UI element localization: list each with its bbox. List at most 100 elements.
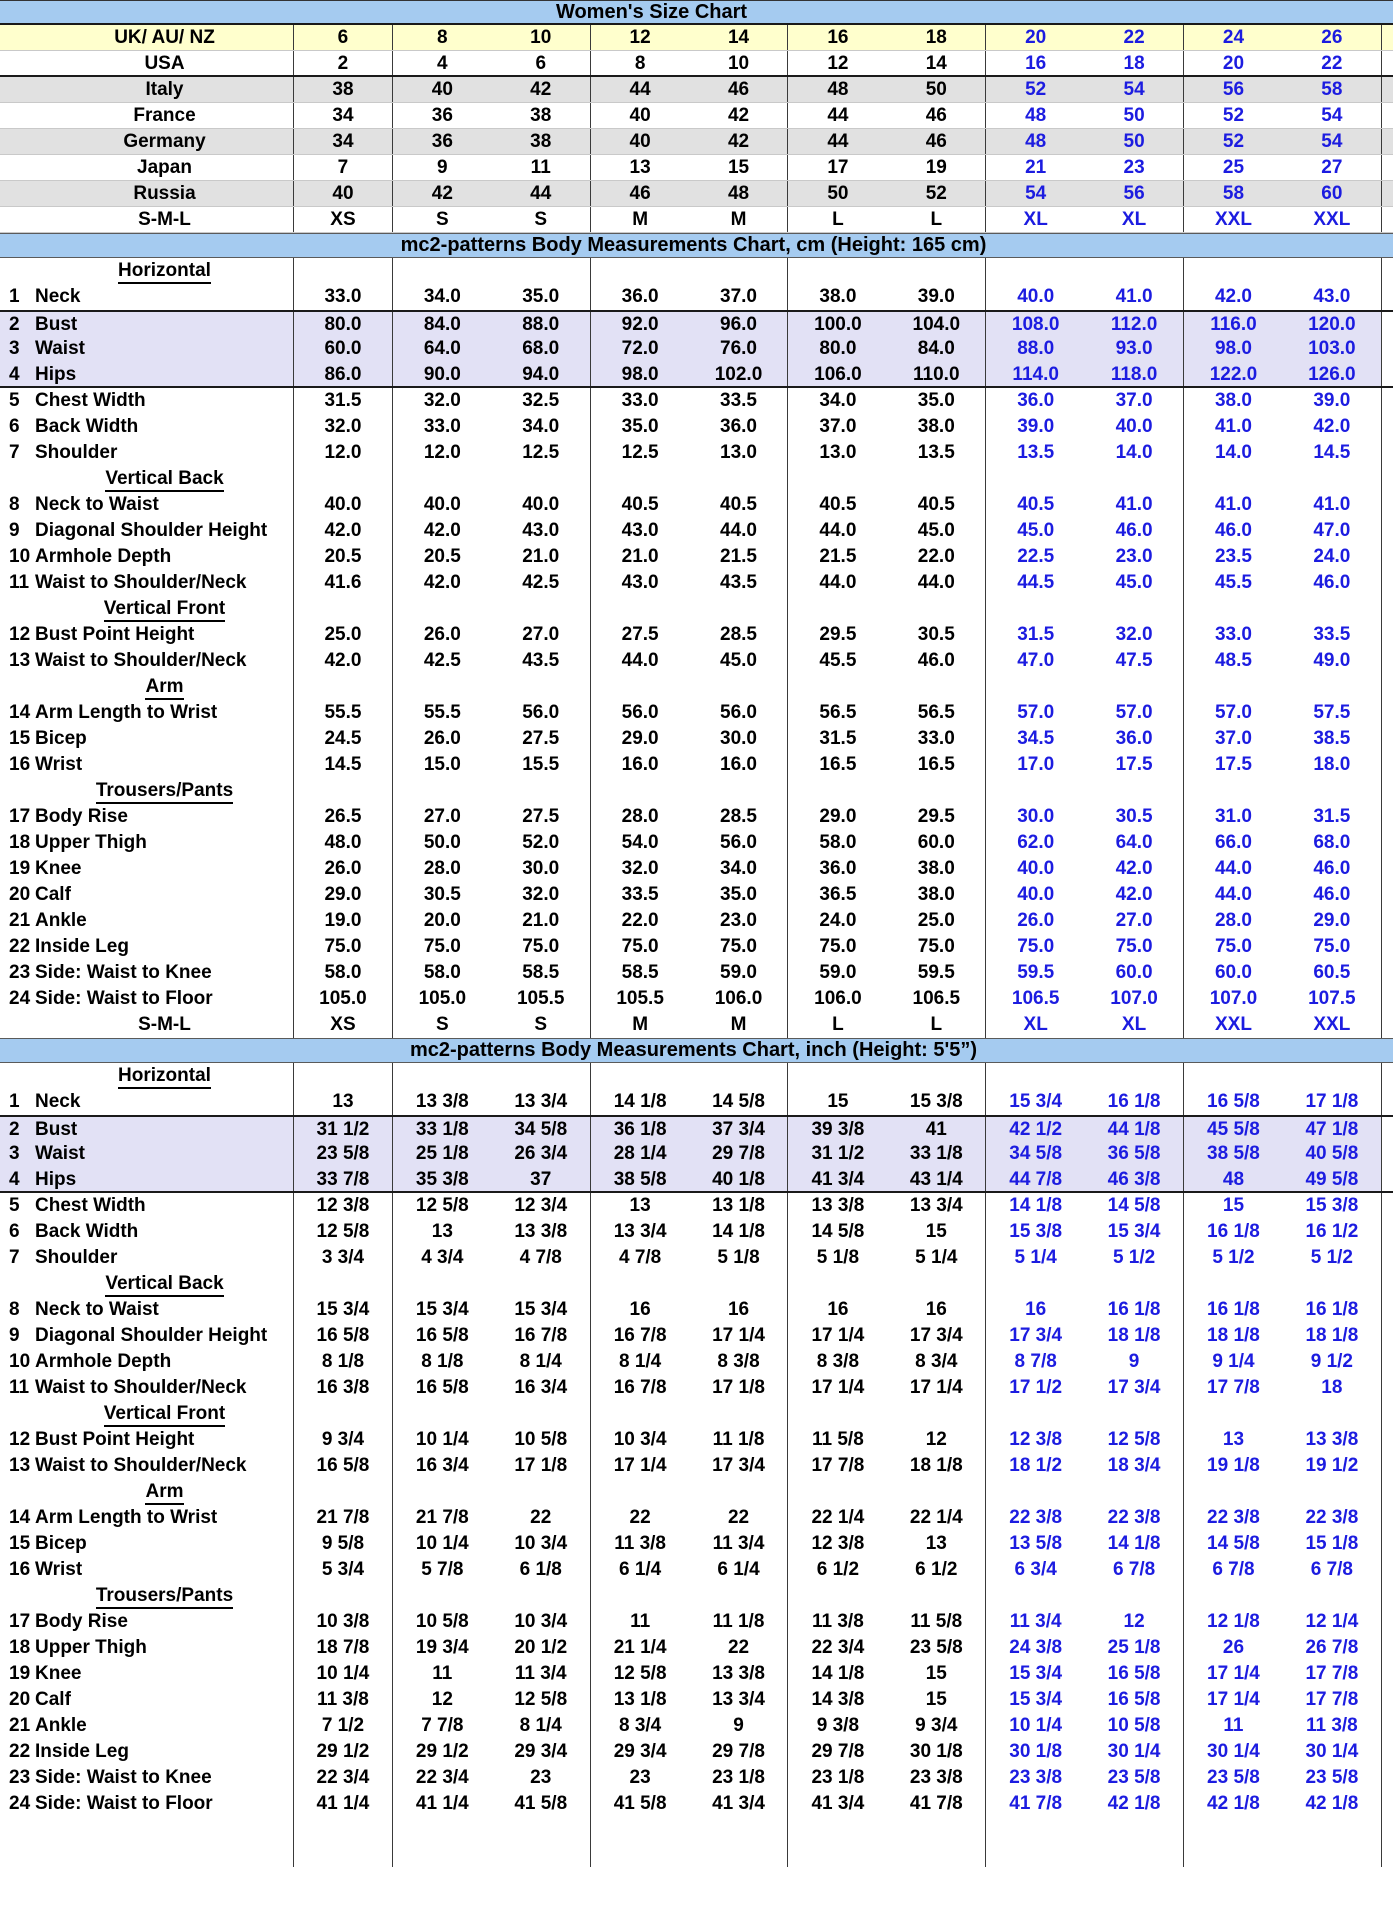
value-cell: 54	[1283, 103, 1382, 128]
label-cell: Vertical Back	[0, 1271, 294, 1297]
value-cell: 27	[1283, 155, 1382, 180]
value-cell: 58.5	[621, 962, 659, 983]
value-cell: 13 3/4	[613, 1221, 667, 1242]
value-cell: 58	[1283, 77, 1382, 102]
value-cell: 24	[1222, 27, 1245, 48]
value-cell: 14	[690, 25, 789, 50]
value-cell: 12 1/4	[1283, 1609, 1382, 1635]
value-cell: 27.5	[492, 804, 591, 830]
value-cell: 41 1/4	[415, 1793, 469, 1814]
value-cell: 37 3/4	[689, 1117, 789, 1141]
value-cell	[986, 466, 1085, 492]
measure-row-24-side-waist-to-floor: 24 Side: Waist to Floor 105.0 105.0 105.5 105…	[0, 986, 1393, 1012]
value-cell: 26 3/4	[491, 1141, 591, 1167]
value-cell: 5 1/2	[1212, 1247, 1255, 1268]
row-number: 18	[9, 1637, 31, 1658]
value-cell: 103.0	[1282, 336, 1382, 362]
value-cell: 21 7/8	[294, 1505, 393, 1531]
value-cell	[294, 1063, 393, 1089]
value-cell: 30 1/4	[1207, 1741, 1260, 1762]
row-label: Ankle	[35, 910, 87, 931]
value-cell: 21 7/8	[415, 1507, 469, 1528]
row-number: 10	[9, 1351, 31, 1372]
label-cell: 15 Bicep	[0, 726, 294, 752]
value-cell: 17 1/4	[690, 1323, 789, 1349]
label-cell: 2 Bust	[0, 312, 294, 336]
value-cell: 42.5	[423, 650, 461, 671]
row-number: 19	[9, 1663, 31, 1684]
value-cell	[690, 596, 789, 622]
value-cell: L	[887, 207, 987, 232]
value-cell	[393, 1401, 492, 1427]
row-label: Neck	[35, 286, 81, 307]
value-cell	[591, 1479, 690, 1505]
label-cell: 8 Neck to Waist	[0, 1297, 294, 1323]
value-cell	[1283, 1271, 1382, 1297]
measure-row-12-bust-point-height: 12 Bust Point Height 25.0 26.0 27.0 27.5 28.5 2…	[0, 622, 1393, 648]
row-number: 7	[9, 1247, 20, 1268]
value-cell: 22 3/8	[1207, 1507, 1260, 1528]
label-cell: 2 Bust	[0, 1117, 294, 1141]
measure-row-8-neck-to-waist: 8 Neck to Waist 15 3/4 15 3/4 15 3/4 16 16 16 16…	[0, 1297, 1393, 1323]
value-cell: 118.0	[1085, 362, 1185, 386]
value-cell: 45.5	[819, 650, 857, 671]
section-header-label: Trousers/Pants	[95, 780, 234, 804]
value-cell: 11 3/4	[492, 1661, 591, 1687]
label-cell: 18 Upper Thigh	[0, 1635, 294, 1661]
size-row-usa: USA 2 4 6 8 10 12 14 16 18 20 22	[0, 51, 1393, 77]
value-cell: 14	[887, 51, 987, 75]
value-cell: 28.0	[621, 806, 659, 827]
value-cell	[1184, 466, 1283, 492]
value-cell	[1085, 466, 1185, 492]
value-cell: 40	[629, 105, 651, 126]
value-cell: 33.0	[1214, 624, 1252, 645]
value-cell: 10 5/8	[415, 1611, 469, 1632]
value-cell: 5 1/2	[1085, 1245, 1185, 1271]
measure-row-12-bust-point-height: 12 Bust Point Height 9 3/4 10 1/4 10 5/8 10 3…	[0, 1427, 1393, 1453]
row-number: 15	[9, 1533, 31, 1554]
value-cell: 16 5/8	[415, 1377, 469, 1398]
measure-row-14-arm-length-to-wrist: 14 Arm Length to Wrist 55.5 55.5 56.0 56.0 56.…	[0, 700, 1393, 726]
row-label: UK/ AU/ NZ	[0, 25, 294, 50]
value-cell: 6 7/8	[1085, 1557, 1185, 1583]
value-cell: 18	[1283, 1375, 1382, 1401]
value-cell: 21.0	[492, 908, 591, 934]
row-label: Japan	[0, 155, 294, 180]
value-cell: 33.5	[1283, 622, 1382, 648]
row-label: Wrist	[35, 754, 83, 775]
row-number: 6	[9, 416, 20, 437]
value-cell: 88.0	[491, 312, 591, 336]
value-cell	[1085, 1063, 1185, 1089]
size-row-russia: Russia 40 42 44 46 48 50 52 54 56 58 60	[0, 181, 1393, 207]
value-cell	[986, 1583, 1085, 1609]
value-cell: 27.0	[492, 622, 591, 648]
value-cell: 35.0	[621, 416, 659, 437]
value-cell: 28 1/4	[590, 1141, 690, 1167]
value-cell: 50	[1085, 129, 1185, 154]
row-label: Waist to Shoulder/Neck	[35, 1455, 247, 1476]
value-cell	[788, 1401, 887, 1427]
value-cell: 34 5/8	[986, 1141, 1086, 1167]
label-cell: 10 Armhole Depth	[0, 1349, 294, 1375]
value-cell: 22	[492, 1505, 591, 1531]
inch-section-title: mc2-patterns Body Measurements Chart, in…	[409, 1039, 978, 1061]
value-cell: 30.5	[887, 622, 987, 648]
row-number: 23	[9, 1767, 31, 1788]
value-cell: 59.5	[1017, 962, 1055, 983]
value-cell: 14 1/8	[1009, 1195, 1063, 1216]
value-cell: 38.5	[1283, 726, 1382, 752]
section-header-label: Horizontal	[118, 1065, 211, 1089]
value-cell: 96.0	[689, 312, 789, 336]
value-cell: 60.0	[1214, 962, 1252, 983]
value-cell	[690, 1583, 789, 1609]
row-number: 6	[9, 1221, 20, 1242]
value-cell: 14 5/8	[690, 1089, 789, 1115]
row-number: 17	[9, 1611, 31, 1632]
value-cell: 22.0	[621, 910, 659, 931]
value-cell	[591, 466, 690, 492]
value-cell: 11	[1223, 1715, 1244, 1736]
value-cell: 40	[294, 181, 393, 206]
value-cell	[788, 778, 887, 804]
value-cell: 38.0	[1214, 390, 1252, 411]
measure-row-17-body-rise: 17 Body Rise 26.5 27.0 27.5 28.0 28.5 29.0 29.5 3…	[0, 804, 1393, 830]
